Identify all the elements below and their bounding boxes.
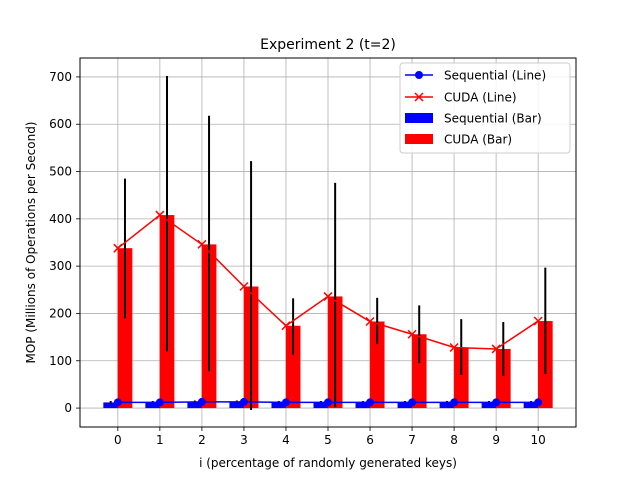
sequential-line-point: [408, 398, 416, 406]
y-tick-label: 100: [49, 354, 72, 368]
x-tick-label: 5: [324, 433, 332, 447]
x-tick-label: 9: [492, 433, 500, 447]
legend-circle-marker: [415, 71, 423, 79]
y-axis-label: MOP (Millions of Operations per Second): [24, 122, 38, 364]
legend-label: Sequential (Bar): [444, 112, 542, 126]
y-tick-label: 700: [49, 70, 72, 84]
legend-label: CUDA (Line): [444, 91, 517, 105]
sequential-line-point: [534, 398, 542, 406]
x-tick-label: 10: [531, 433, 546, 447]
legend-label: Sequential (Line): [444, 69, 546, 83]
sequential-line-point: [282, 398, 290, 406]
y-tick-label: 500: [49, 165, 72, 179]
x-axis-label: i (percentage of randomly generated keys…: [199, 456, 457, 470]
sequential-line-point: [240, 398, 248, 406]
y-tick-label: 300: [49, 259, 72, 273]
sequential-line-point: [198, 398, 206, 406]
x-tick-label: 3: [240, 433, 248, 447]
legend-bar-swatch: [405, 113, 433, 123]
x-tick-label: 0: [114, 433, 122, 447]
x-tick-label: 6: [366, 433, 374, 447]
x-tick-label: 1: [156, 433, 164, 447]
sequential-line-point: [114, 398, 122, 406]
chart-title: Experiment 2 (t=2): [260, 37, 396, 53]
x-tick-label: 7: [408, 433, 416, 447]
legend-bar-swatch: [405, 134, 433, 144]
x-tick-label: 4: [282, 433, 290, 447]
y-tick-label: 200: [49, 306, 72, 320]
x-tick-label: 2: [198, 433, 206, 447]
sequential-line-point: [156, 398, 164, 406]
y-tick-label: 0: [64, 401, 72, 415]
legend: Sequential (Line) CUDA (Line) Sequential…: [400, 63, 570, 153]
x-tick-label: 8: [450, 433, 458, 447]
legend-label: CUDA (Bar): [444, 133, 512, 147]
sequential-line-point: [450, 398, 458, 406]
sequential-line-point: [366, 398, 374, 406]
sequential-line-point: [324, 398, 332, 406]
sequential-line-point: [492, 398, 500, 406]
y-tick-label: 400: [49, 212, 72, 226]
y-tick-label: 600: [49, 117, 72, 131]
